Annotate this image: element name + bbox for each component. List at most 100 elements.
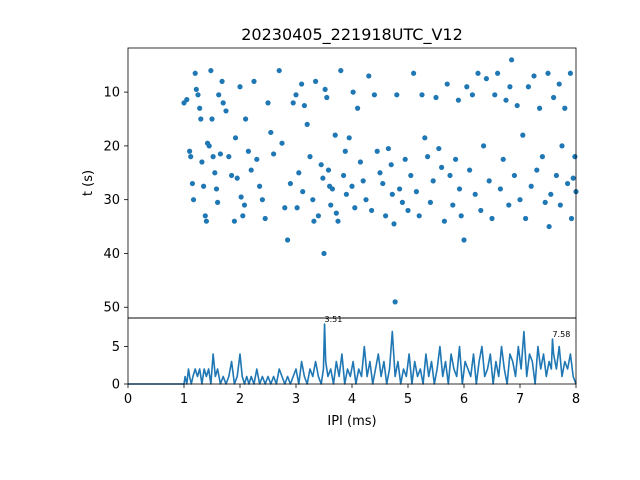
scatter-y-tick-label: 40 <box>103 247 120 262</box>
scatter-point-46 <box>268 129 274 136</box>
scatter-point-24 <box>217 151 223 157</box>
scatter-point-116 <box>433 94 439 101</box>
scatter-y-tick-label: 30 <box>103 193 120 208</box>
scatter-point-131 <box>472 191 478 197</box>
scatter-point-163 <box>556 81 562 87</box>
scatter-point-152 <box>528 183 534 189</box>
scatter-point-63 <box>311 218 317 224</box>
scatter-y-tick-label: 10 <box>103 86 120 101</box>
histogram-x-tick-label: 7 <box>516 392 524 407</box>
scatter-point-108 <box>411 70 417 76</box>
scatter-point-110 <box>416 213 422 219</box>
histogram-series-line <box>128 323 577 385</box>
scatter-point-14 <box>203 218 209 224</box>
scatter-point-17 <box>208 67 214 74</box>
scatter-point-117 <box>436 145 442 152</box>
scatter-point-68 <box>321 250 327 257</box>
scatter-point-65 <box>315 213 321 219</box>
scatter-y-axis-label: t (s) <box>81 170 96 196</box>
chart-title: 20230405_221918UTC_V12 <box>241 25 463 45</box>
scatter-point-55 <box>294 205 300 211</box>
scatter-point-107 <box>408 172 414 179</box>
scatter-point-25 <box>219 78 225 84</box>
scatter-point-28 <box>226 154 232 160</box>
scatter-point-125 <box>456 186 463 192</box>
scatter-point-62 <box>310 197 316 203</box>
scatter-point-130 <box>469 92 475 98</box>
scatter-point-140 <box>497 186 503 192</box>
scatter-point-150 <box>523 215 529 222</box>
scatter-point-32 <box>234 175 240 181</box>
scatter-point-164 <box>557 202 563 208</box>
scatter-point-31 <box>232 135 239 141</box>
scatter-point-94 <box>377 170 383 176</box>
scatter-point-143 <box>506 202 512 208</box>
scatter-point-97 <box>385 145 391 152</box>
scatter-point-5 <box>190 197 197 203</box>
scatter-point-80 <box>342 148 348 154</box>
scatter-point-102 <box>394 92 400 98</box>
scatter-point-41 <box>254 156 260 162</box>
scatter-point-141 <box>500 156 506 162</box>
scatter-point-132 <box>475 70 481 76</box>
scatter-point-43 <box>259 197 265 203</box>
scatter-point-123 <box>453 156 459 162</box>
scatter-point-19 <box>210 154 216 160</box>
scatter-point-71 <box>325 167 332 173</box>
scatter-point-139 <box>495 70 501 76</box>
histogram-peak-annotations: 3.51 7.58 <box>325 315 571 339</box>
scatter-point-61 <box>307 154 313 160</box>
scatter-point-44 <box>262 215 268 222</box>
scatter-point-2 <box>187 148 193 154</box>
scatter-point-146 <box>511 172 517 179</box>
scatter-point-93 <box>374 148 380 154</box>
scatter-point-39 <box>248 167 254 173</box>
scatter-point-138 <box>492 92 498 98</box>
histogram-x-tick-label: 2 <box>236 392 244 407</box>
scatter-point-76 <box>333 210 339 216</box>
scatter-point-33 <box>237 84 243 90</box>
scatter-point-162 <box>553 172 560 179</box>
scatter-point-148 <box>517 197 523 203</box>
scatter-point-137 <box>489 215 495 222</box>
scatter-point-29 <box>229 172 235 179</box>
scatter-point-105 <box>402 156 408 162</box>
scatter-point-106 <box>405 207 411 214</box>
scatter-point-145 <box>509 57 515 63</box>
scatter-point-69 <box>322 86 328 93</box>
scatter-point-88 <box>360 178 366 184</box>
scatter-point-37 <box>243 116 249 122</box>
scatter-point-111 <box>419 92 425 98</box>
scatter-point-75 <box>332 132 338 138</box>
scatter-point-51 <box>285 237 291 243</box>
scatter-point-10 <box>198 116 204 122</box>
scatter-y-tick-label: 20 <box>103 139 120 154</box>
scatter-point-86 <box>355 105 361 111</box>
scatter-point-59 <box>301 102 307 109</box>
scatter-point-169 <box>568 215 575 222</box>
scatter-point-166 <box>562 105 568 111</box>
scatter-point-129 <box>467 167 473 173</box>
scatter-point-155 <box>537 105 543 111</box>
scatter-point-79 <box>341 172 347 179</box>
scatter-point-161 <box>551 94 557 101</box>
scatter-point-30 <box>231 218 237 224</box>
scatter-point-151 <box>525 84 532 90</box>
scatter-point-113 <box>425 154 431 160</box>
scatter-point-101 <box>392 299 398 305</box>
histogram-peak-label: 7.58 <box>552 330 570 339</box>
scatter-point-104 <box>399 199 405 205</box>
scatter-points <box>181 57 579 305</box>
scatter-point-119 <box>441 218 447 224</box>
scatter-point-153 <box>531 73 537 79</box>
scatter-point-53 <box>290 100 296 106</box>
scatter-point-58 <box>300 189 306 195</box>
scatter-point-8 <box>195 92 201 98</box>
scatter-point-142 <box>503 97 509 103</box>
scatter-point-158 <box>545 70 551 76</box>
scatter-point-64 <box>313 78 319 84</box>
scatter-point-20 <box>212 170 218 176</box>
histogram-x-ticks: 0 1 2 3 4 5 6 7 8 <box>124 384 580 407</box>
